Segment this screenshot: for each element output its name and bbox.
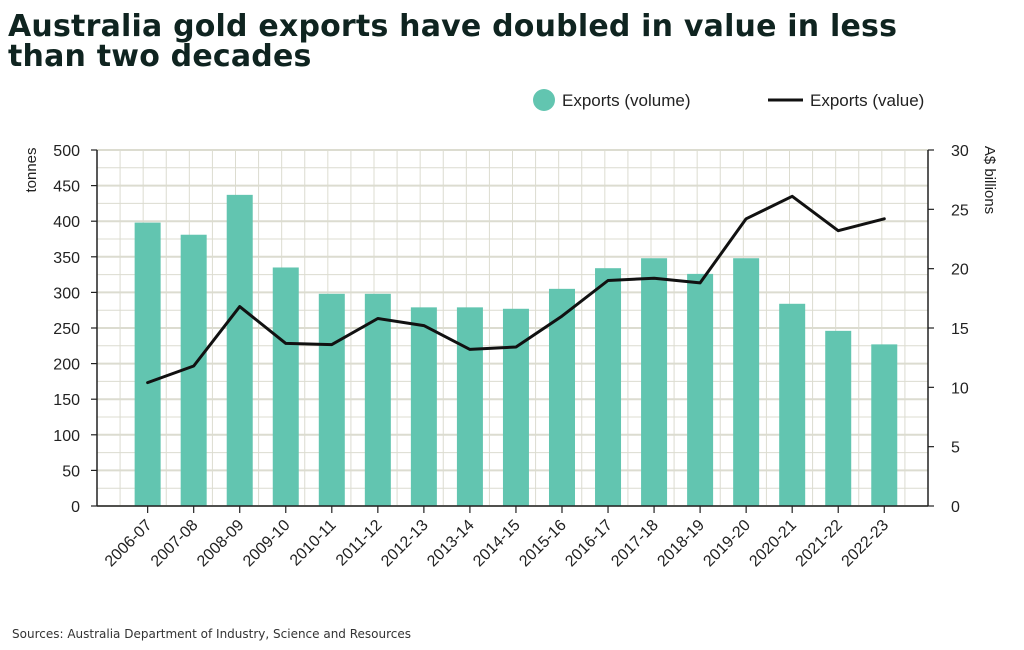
legend: Exports (volume) Exports (value) bbox=[533, 89, 924, 111]
volume-bar bbox=[733, 258, 760, 506]
left-tick-label: 50 bbox=[62, 463, 80, 480]
right-tick-label: 0 bbox=[951, 499, 960, 516]
volume-bar bbox=[272, 267, 299, 506]
volume-bar bbox=[548, 288, 575, 506]
right-tick-label: 15 bbox=[951, 321, 969, 338]
x-tick-label: 2015-16 bbox=[516, 517, 570, 571]
left-tick-label: 300 bbox=[53, 285, 80, 302]
volume-bar bbox=[595, 268, 622, 506]
volume-bar bbox=[318, 293, 345, 506]
x-tick-label: 2011-12 bbox=[333, 517, 386, 570]
source-note: Sources: Australia Department of Industr… bbox=[12, 627, 412, 641]
left-tick-label: 0 bbox=[71, 499, 80, 516]
volume-bar bbox=[641, 258, 668, 506]
x-tick-label: 2009-10 bbox=[240, 517, 294, 571]
volume-bar bbox=[226, 194, 253, 506]
x-tick-label: 2017-18 bbox=[608, 517, 662, 571]
volume-bar bbox=[134, 222, 161, 506]
left-tick-label: 150 bbox=[53, 392, 80, 409]
right-axis-label: A$ billions bbox=[981, 146, 998, 214]
x-tick-label: 2013-14 bbox=[424, 517, 478, 571]
legend-volume-swatch bbox=[533, 89, 555, 111]
x-tick-label: 2008-09 bbox=[194, 517, 248, 571]
x-tick-label: 2010-11 bbox=[287, 517, 340, 570]
left-tick-label: 350 bbox=[53, 250, 80, 267]
title-line-1: Australia gold exports have doubled in v… bbox=[8, 9, 898, 44]
left-tick-label: 100 bbox=[53, 428, 80, 445]
volume-bar bbox=[502, 308, 529, 506]
volume-bar bbox=[779, 303, 806, 506]
x-tick-label: 2019-20 bbox=[700, 517, 754, 571]
x-tick-label: 2016-17 bbox=[562, 517, 616, 571]
volume-bar bbox=[687, 273, 714, 506]
right-tick-label: 10 bbox=[951, 380, 969, 397]
right-tick-label: 5 bbox=[951, 440, 960, 457]
left-tick-label: 450 bbox=[53, 179, 80, 196]
value-line bbox=[146, 194, 886, 385]
right-tick-label: 25 bbox=[951, 202, 969, 219]
value-series-line bbox=[146, 194, 886, 385]
x-tick-label: 2007-08 bbox=[148, 517, 202, 571]
legend-value-label: Exports (value) bbox=[810, 91, 924, 110]
x-tick-label: 2021-22 bbox=[793, 517, 847, 571]
volume-bar bbox=[364, 293, 391, 506]
x-tick-label: 2014-15 bbox=[470, 517, 524, 571]
left-tick-label: 200 bbox=[53, 357, 80, 374]
x-tick-label: 2012-13 bbox=[378, 517, 432, 571]
right-tick-label: 30 bbox=[951, 143, 969, 160]
volume-bar bbox=[456, 307, 483, 506]
x-tick-label: 2020-21 bbox=[746, 517, 800, 571]
gold-exports-chart: Exports (volume) Exports (value) 0501001… bbox=[23, 89, 998, 570]
left-axis-label: tonnes bbox=[23, 147, 40, 192]
volume-bar bbox=[410, 307, 437, 506]
right-tick-label: 20 bbox=[951, 262, 969, 279]
left-axis-ticks: 0 50 100 150 200 250 300 350 400 450 500 bbox=[53, 143, 97, 516]
x-tick-label: 2018-19 bbox=[654, 517, 708, 571]
volume-bar bbox=[871, 344, 898, 506]
volume-bars bbox=[134, 194, 898, 506]
title-line-2: than two decades bbox=[8, 39, 312, 74]
x-axis-ticks: 2006-072007-082008-092009-102010-112011-… bbox=[102, 506, 892, 570]
left-tick-label: 400 bbox=[53, 214, 80, 231]
left-tick-label: 500 bbox=[53, 143, 80, 160]
volume-bar bbox=[825, 330, 852, 506]
legend-volume-label: Exports (volume) bbox=[562, 91, 690, 110]
chart-title: Australia gold exports have doubled in v… bbox=[8, 12, 998, 72]
right-axis-ticks: 0 5 10 15 20 25 30 bbox=[928, 143, 969, 516]
x-tick-label: 2006-07 bbox=[102, 517, 156, 571]
x-tick-label: 2022-23 bbox=[839, 517, 893, 571]
left-tick-label: 250 bbox=[53, 321, 80, 338]
